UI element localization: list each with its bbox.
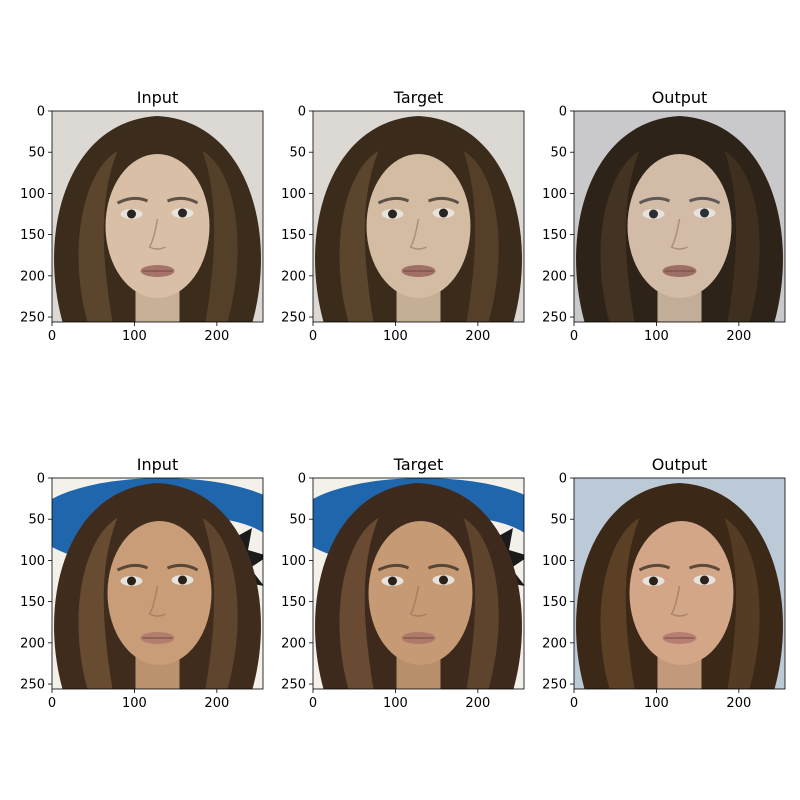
panel-title: Output — [652, 455, 708, 474]
y-tick-label: 250 — [281, 311, 306, 326]
x-tick-label: 200 — [204, 696, 229, 711]
x-tick-label: 200 — [726, 696, 751, 711]
x-tick-label: 200 — [465, 696, 490, 711]
eye — [127, 576, 136, 586]
y-tick-label: 50 — [28, 513, 45, 528]
y-tick-label: 150 — [542, 595, 567, 610]
panel-image — [313, 478, 524, 689]
x-tick-label: 0 — [48, 696, 56, 711]
y-tick-label: 200 — [542, 636, 567, 651]
panel: Output 0 100 200 0 50 100 150 200 250 — [542, 455, 786, 711]
panel-title: Input — [137, 88, 178, 107]
panel-image — [52, 111, 263, 322]
y-tick-label: 50 — [289, 513, 306, 528]
x-tick-label: 0 — [309, 329, 317, 344]
y-tick-label: 150 — [542, 228, 567, 243]
y-tick-label: 100 — [20, 187, 45, 202]
x-tick-label: 200 — [726, 329, 751, 344]
panel-image — [574, 478, 785, 689]
x-tick-label: 100 — [122, 329, 147, 344]
y-tick-label: 200 — [20, 636, 45, 651]
eye — [649, 209, 658, 219]
y-tick-label: 50 — [550, 146, 567, 161]
y-tick-label: 0 — [559, 105, 567, 120]
eye — [388, 209, 397, 219]
y-tick-label: 100 — [542, 187, 567, 202]
x-tick-label: 0 — [570, 329, 578, 344]
y-tick-label: 150 — [20, 595, 45, 610]
x-tick-label: 0 — [570, 696, 578, 711]
y-tick-label: 250 — [20, 311, 45, 326]
eye — [178, 575, 187, 585]
x-tick-label: 0 — [48, 329, 56, 344]
y-tick-label: 200 — [542, 269, 567, 284]
eye — [178, 208, 187, 218]
eye — [439, 575, 448, 585]
eye — [700, 575, 709, 585]
x-tick-label: 0 — [309, 696, 317, 711]
eye — [649, 576, 658, 586]
panel-image — [574, 111, 785, 322]
y-tick-label: 200 — [20, 269, 45, 284]
panel: Input 0 100 200 0 50 100 150 200 250 — [20, 455, 264, 711]
y-tick-label: 100 — [281, 554, 306, 569]
x-tick-label: 100 — [644, 696, 669, 711]
panel-title: Target — [393, 88, 444, 107]
x-tick-label: 100 — [383, 329, 408, 344]
eye — [700, 208, 709, 218]
y-tick-label: 50 — [550, 513, 567, 528]
panel: Target 0 100 200 0 50 100 150 200 250 — [281, 88, 525, 344]
eye — [439, 208, 448, 218]
y-tick-label: 50 — [289, 146, 306, 161]
panel-title: Input — [137, 455, 178, 474]
axes-frame — [51, 110, 264, 323]
panel: Target 0 100 200 0 50 100 150 200 250 — [281, 455, 525, 711]
panel: Input 0 100 200 0 50 100 150 200 250 — [20, 88, 264, 344]
axes-frame — [312, 477, 525, 690]
face — [107, 521, 212, 665]
face — [105, 154, 210, 298]
panel-image — [313, 111, 524, 322]
eye — [388, 576, 397, 586]
y-tick-label: 150 — [281, 228, 306, 243]
y-tick-label: 100 — [20, 554, 45, 569]
face — [366, 154, 471, 298]
x-tick-label: 100 — [383, 696, 408, 711]
x-tick-label: 200 — [204, 329, 229, 344]
y-tick-label: 100 — [542, 554, 567, 569]
y-tick-label: 0 — [37, 105, 45, 120]
face — [627, 154, 732, 298]
y-tick-label: 0 — [298, 105, 306, 120]
panel-image — [52, 478, 263, 689]
y-tick-label: 150 — [20, 228, 45, 243]
axes-frame — [573, 477, 786, 690]
y-tick-label: 200 — [281, 636, 306, 651]
y-tick-label: 0 — [298, 472, 306, 487]
y-tick-label: 200 — [281, 269, 306, 284]
axes-frame — [573, 110, 786, 323]
axes-frame — [312, 110, 525, 323]
y-tick-label: 50 — [28, 146, 45, 161]
y-tick-label: 250 — [542, 678, 567, 693]
face — [368, 521, 473, 665]
x-tick-label: 100 — [122, 696, 147, 711]
y-tick-label: 250 — [281, 678, 306, 693]
axes-frame — [51, 477, 264, 690]
x-tick-label: 100 — [644, 329, 669, 344]
face — [629, 521, 734, 665]
panel-title: Target — [393, 455, 444, 474]
x-tick-label: 200 — [465, 329, 490, 344]
y-tick-label: 100 — [281, 187, 306, 202]
panel: Output 0 100 200 0 50 100 150 200 250 — [542, 88, 786, 344]
y-tick-label: 0 — [559, 472, 567, 487]
panel-title: Output — [652, 88, 708, 107]
y-tick-label: 0 — [37, 472, 45, 487]
eye — [127, 209, 136, 219]
y-tick-label: 250 — [542, 311, 567, 326]
y-tick-label: 150 — [281, 595, 306, 610]
y-tick-label: 250 — [20, 678, 45, 693]
